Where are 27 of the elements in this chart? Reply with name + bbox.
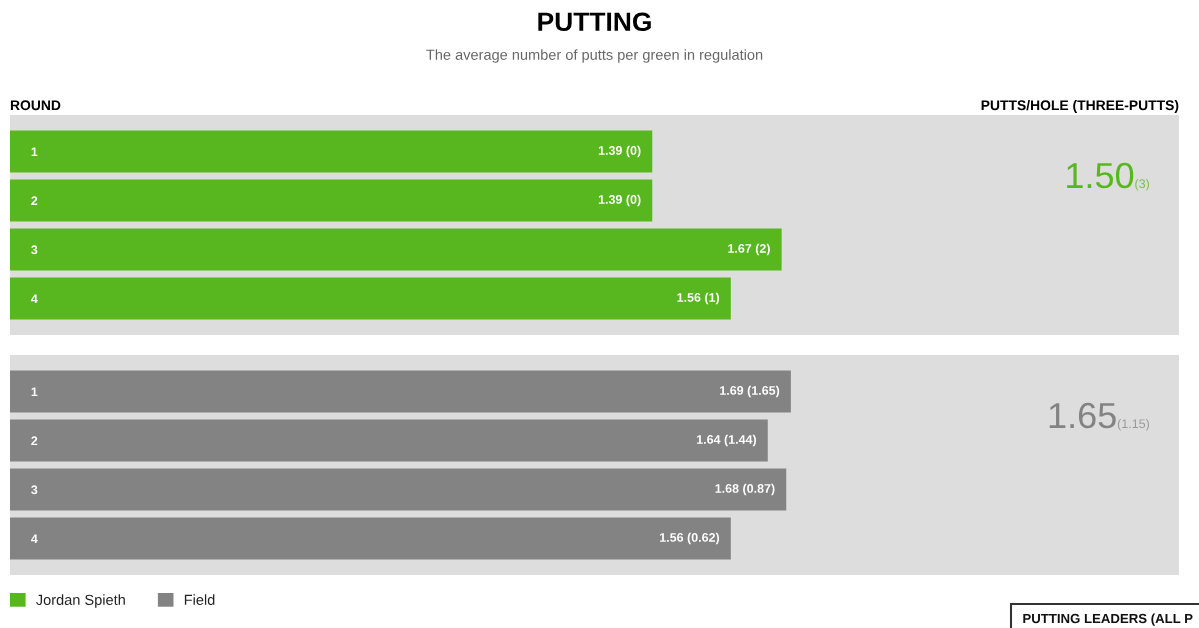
annotation: (3) <box>1135 178 1149 191</box>
chart-title: PUTTING <box>538 12 651 32</box>
data-label: 1.56 (0.62) <box>660 532 720 545</box>
y-tick-label: 1 <box>31 147 38 157</box>
y-tick-label: 3 <box>31 485 38 495</box>
legend-label: Jordan Spieth <box>36 594 125 608</box>
y-tick-label: 1 <box>31 387 38 397</box>
data-label: 1.39 (0) <box>598 145 641 158</box>
chart-subtitle: The average number of putts per green in regulation <box>426 49 763 63</box>
data-label: 1.69 (1.65) <box>720 385 780 398</box>
y-tick-label: 4 <box>31 534 38 544</box>
data-label: 1.39 (0) <box>598 194 641 207</box>
annotation: (1.15) <box>1117 418 1149 431</box>
y-tick-label: 2 <box>31 196 38 206</box>
y-axis-title: ROUND <box>10 100 61 111</box>
legend-label: Field <box>184 594 215 605</box>
y-tick-label: 4 <box>31 294 38 304</box>
data-label: 1.68 (0.87) <box>715 483 775 496</box>
data-label: 1.67 (2) <box>728 243 770 256</box>
data-label: 1.56 (1) <box>677 292 720 305</box>
x-axis-title: PUTTS/HOLE (THREE-PUTTS) <box>981 99 1179 113</box>
y-tick-label: 3 <box>31 245 38 255</box>
annotation: 1.50 <box>1067 162 1134 189</box>
data-label: 1.64 (1.44) <box>697 434 757 447</box>
text: PUTTING LEADERS (ALL P <box>1023 613 1193 626</box>
annotation: 1.65 <box>1049 402 1116 429</box>
y-tick-label: 2 <box>31 436 38 446</box>
